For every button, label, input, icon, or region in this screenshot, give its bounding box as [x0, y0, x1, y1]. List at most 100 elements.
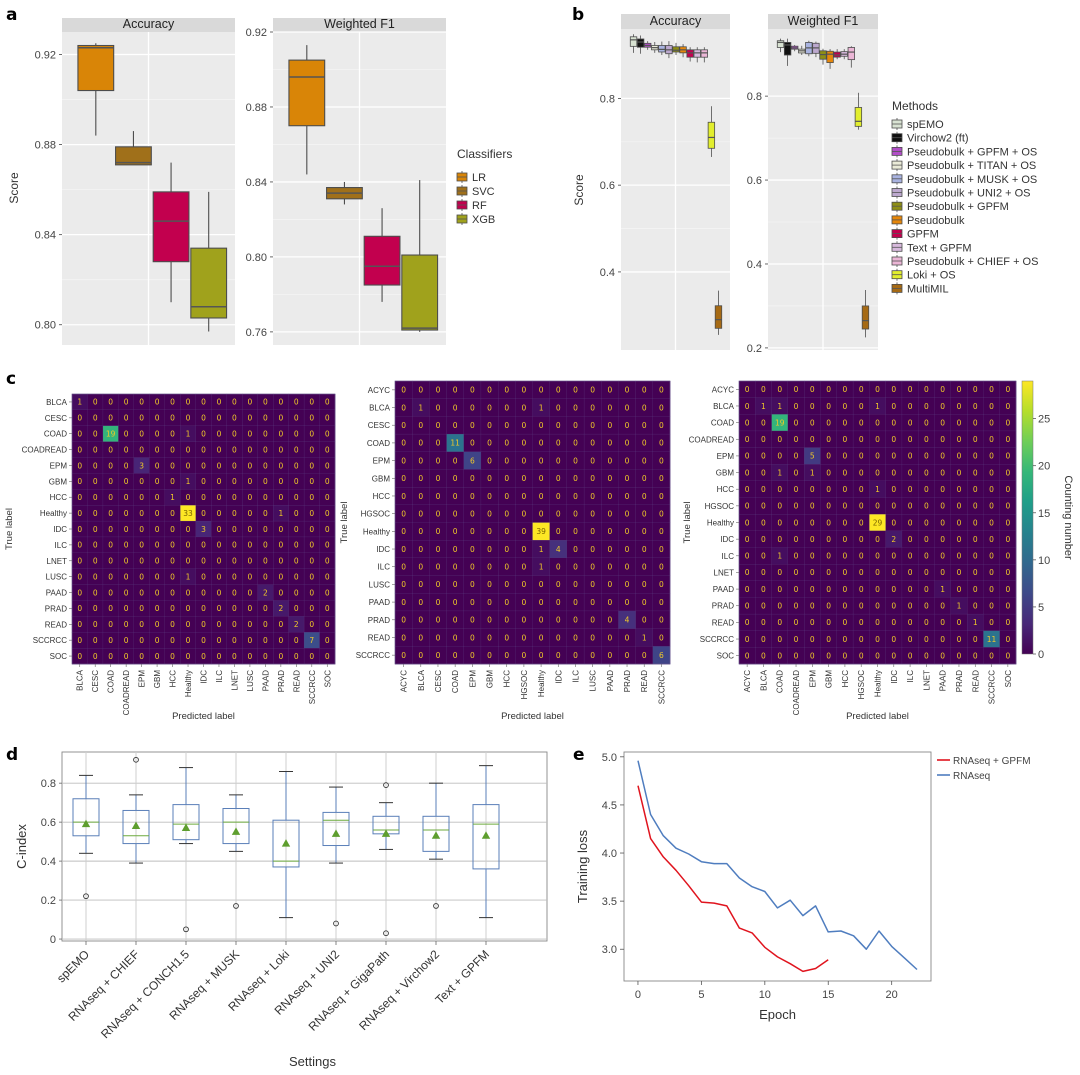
cell-value: 0 — [810, 485, 815, 494]
cell-value: 0 — [155, 572, 160, 581]
cell-value: 0 — [325, 525, 330, 534]
cell-value: 0 — [908, 402, 913, 411]
cell-value: 0 — [294, 477, 299, 486]
matrix-cell: 0 — [583, 610, 602, 630]
cell-value: 0 — [625, 456, 630, 465]
cell-value: 0 — [891, 635, 896, 644]
x-axis-title: Settings — [289, 1054, 336, 1069]
cell-value: 0 — [607, 421, 612, 430]
cell-value: 0 — [745, 568, 750, 577]
facet-strip — [621, 14, 730, 29]
matrix-cell: 0 — [394, 398, 413, 417]
matrix-cell: 0 — [771, 530, 789, 548]
box-text-gpfm — [693, 47, 701, 63]
matrix-cell: 0 — [149, 457, 166, 474]
y-tick-label: IDC — [720, 535, 734, 544]
matrix-cell: 0 — [463, 610, 482, 630]
cell-value: 0 — [989, 568, 994, 577]
x-tick-label: RNAseq + CONCH1.5 — [98, 947, 192, 1041]
cell-value: 0 — [891, 651, 896, 660]
cell-value: 0 — [93, 430, 98, 439]
matrix-cell: 0 — [180, 393, 197, 411]
cell-value: 0 — [487, 474, 492, 483]
matrix-cell: 0 — [515, 646, 533, 665]
matrix-cell: 0 — [566, 380, 585, 400]
matrix-cell: 0 — [885, 647, 903, 665]
box-iqr — [115, 146, 152, 166]
cell-value: 0 — [859, 651, 864, 660]
cell-value: 0 — [573, 456, 578, 465]
cell-value: 0 — [470, 580, 475, 589]
box-iqr — [707, 121, 716, 149]
matrix-cell: 0 — [635, 433, 654, 453]
cell-value: 0 — [418, 386, 423, 395]
matrix-cell: 0 — [999, 447, 1017, 465]
y-tick-label: LNET — [714, 568, 735, 577]
matrix-cell: 2 — [272, 600, 290, 617]
matrix-cell: 0 — [771, 580, 789, 598]
cell-value: 0 — [989, 485, 994, 494]
matrix-cell: 0 — [755, 380, 773, 399]
cell-value: 0 — [325, 588, 330, 597]
matrix-cell: 0 — [288, 409, 305, 427]
cell-value: 0 — [642, 403, 647, 412]
matrix-cell: 0 — [983, 380, 1001, 399]
cell-value: 0 — [401, 633, 406, 642]
colorbar-title: Counting number — [1062, 475, 1074, 560]
matrix-cell: 0 — [918, 563, 935, 582]
cell-value: 0 — [77, 541, 82, 550]
cell-value: 0 — [522, 545, 527, 554]
cell-value: 0 — [745, 618, 750, 627]
matrix-cell: 0 — [118, 425, 135, 443]
cell-value: 0 — [93, 620, 98, 629]
matrix-cell: 0 — [549, 398, 568, 417]
matrix-cell: 0 — [272, 489, 290, 506]
cell-value: 0 — [924, 635, 929, 644]
cell-value: 0 — [401, 616, 406, 625]
cell-value: 0 — [418, 580, 423, 589]
cell-value: 0 — [642, 492, 647, 501]
box-text-gpfm — [840, 49, 848, 60]
legend-item-pseudobulk-chief-os: Pseudobulk + CHIEF + OS — [891, 255, 1038, 268]
matrix-cell: 0 — [211, 425, 228, 443]
legend-item-lr: LR — [456, 171, 486, 184]
matrix-cell: 0 — [303, 425, 320, 443]
x-tick-label: IDC — [200, 670, 209, 684]
cell-value: 1 — [170, 493, 175, 502]
matrix-cell: 0 — [133, 425, 150, 443]
x-tick-label: BLCA — [76, 669, 85, 691]
matrix-cell: 0 — [804, 613, 821, 632]
matrix-cell: 0 — [149, 520, 166, 538]
y-tick-label: 0.84 — [35, 230, 56, 242]
matrix-cell: 0 — [87, 600, 104, 617]
cell-value: 0 — [908, 552, 913, 561]
matrix-cell: 0 — [102, 489, 119, 506]
cell-value: 0 — [777, 602, 782, 611]
cell-value: 0 — [93, 477, 98, 486]
matrix-cell: 0 — [149, 600, 166, 617]
matrix-cell: 0 — [133, 489, 150, 506]
matrix-cell: 0 — [852, 447, 870, 465]
cell-value: 0 — [263, 525, 268, 534]
matrix-cell: 5 — [804, 447, 821, 465]
matrix-cell: 0 — [804, 480, 821, 498]
matrix-cell: 0 — [934, 530, 952, 548]
cell-value: 0 — [504, 563, 509, 572]
matrix-cell: 0 — [755, 514, 773, 532]
cell-value: 0 — [539, 492, 544, 501]
cell-value: 0 — [278, 557, 283, 566]
cell-value: 0 — [973, 602, 978, 611]
cell-value: 0 — [232, 477, 237, 486]
y-tick-label: READ — [45, 620, 67, 629]
matrix-cell: 0 — [787, 580, 805, 598]
x-tick-label: spEMO — [54, 947, 92, 985]
y-tick-label: HGSOC — [361, 510, 391, 519]
matrix-cell: 0 — [738, 630, 756, 648]
facet-strip — [768, 14, 878, 29]
cell-value: 0 — [556, 616, 561, 625]
cell-value: 0 — [891, 435, 896, 444]
cell-value: 0 — [453, 580, 458, 589]
matrix-cell: 0 — [755, 563, 773, 582]
matrix-cell: 0 — [999, 547, 1017, 565]
cell-value: 0 — [108, 461, 113, 470]
